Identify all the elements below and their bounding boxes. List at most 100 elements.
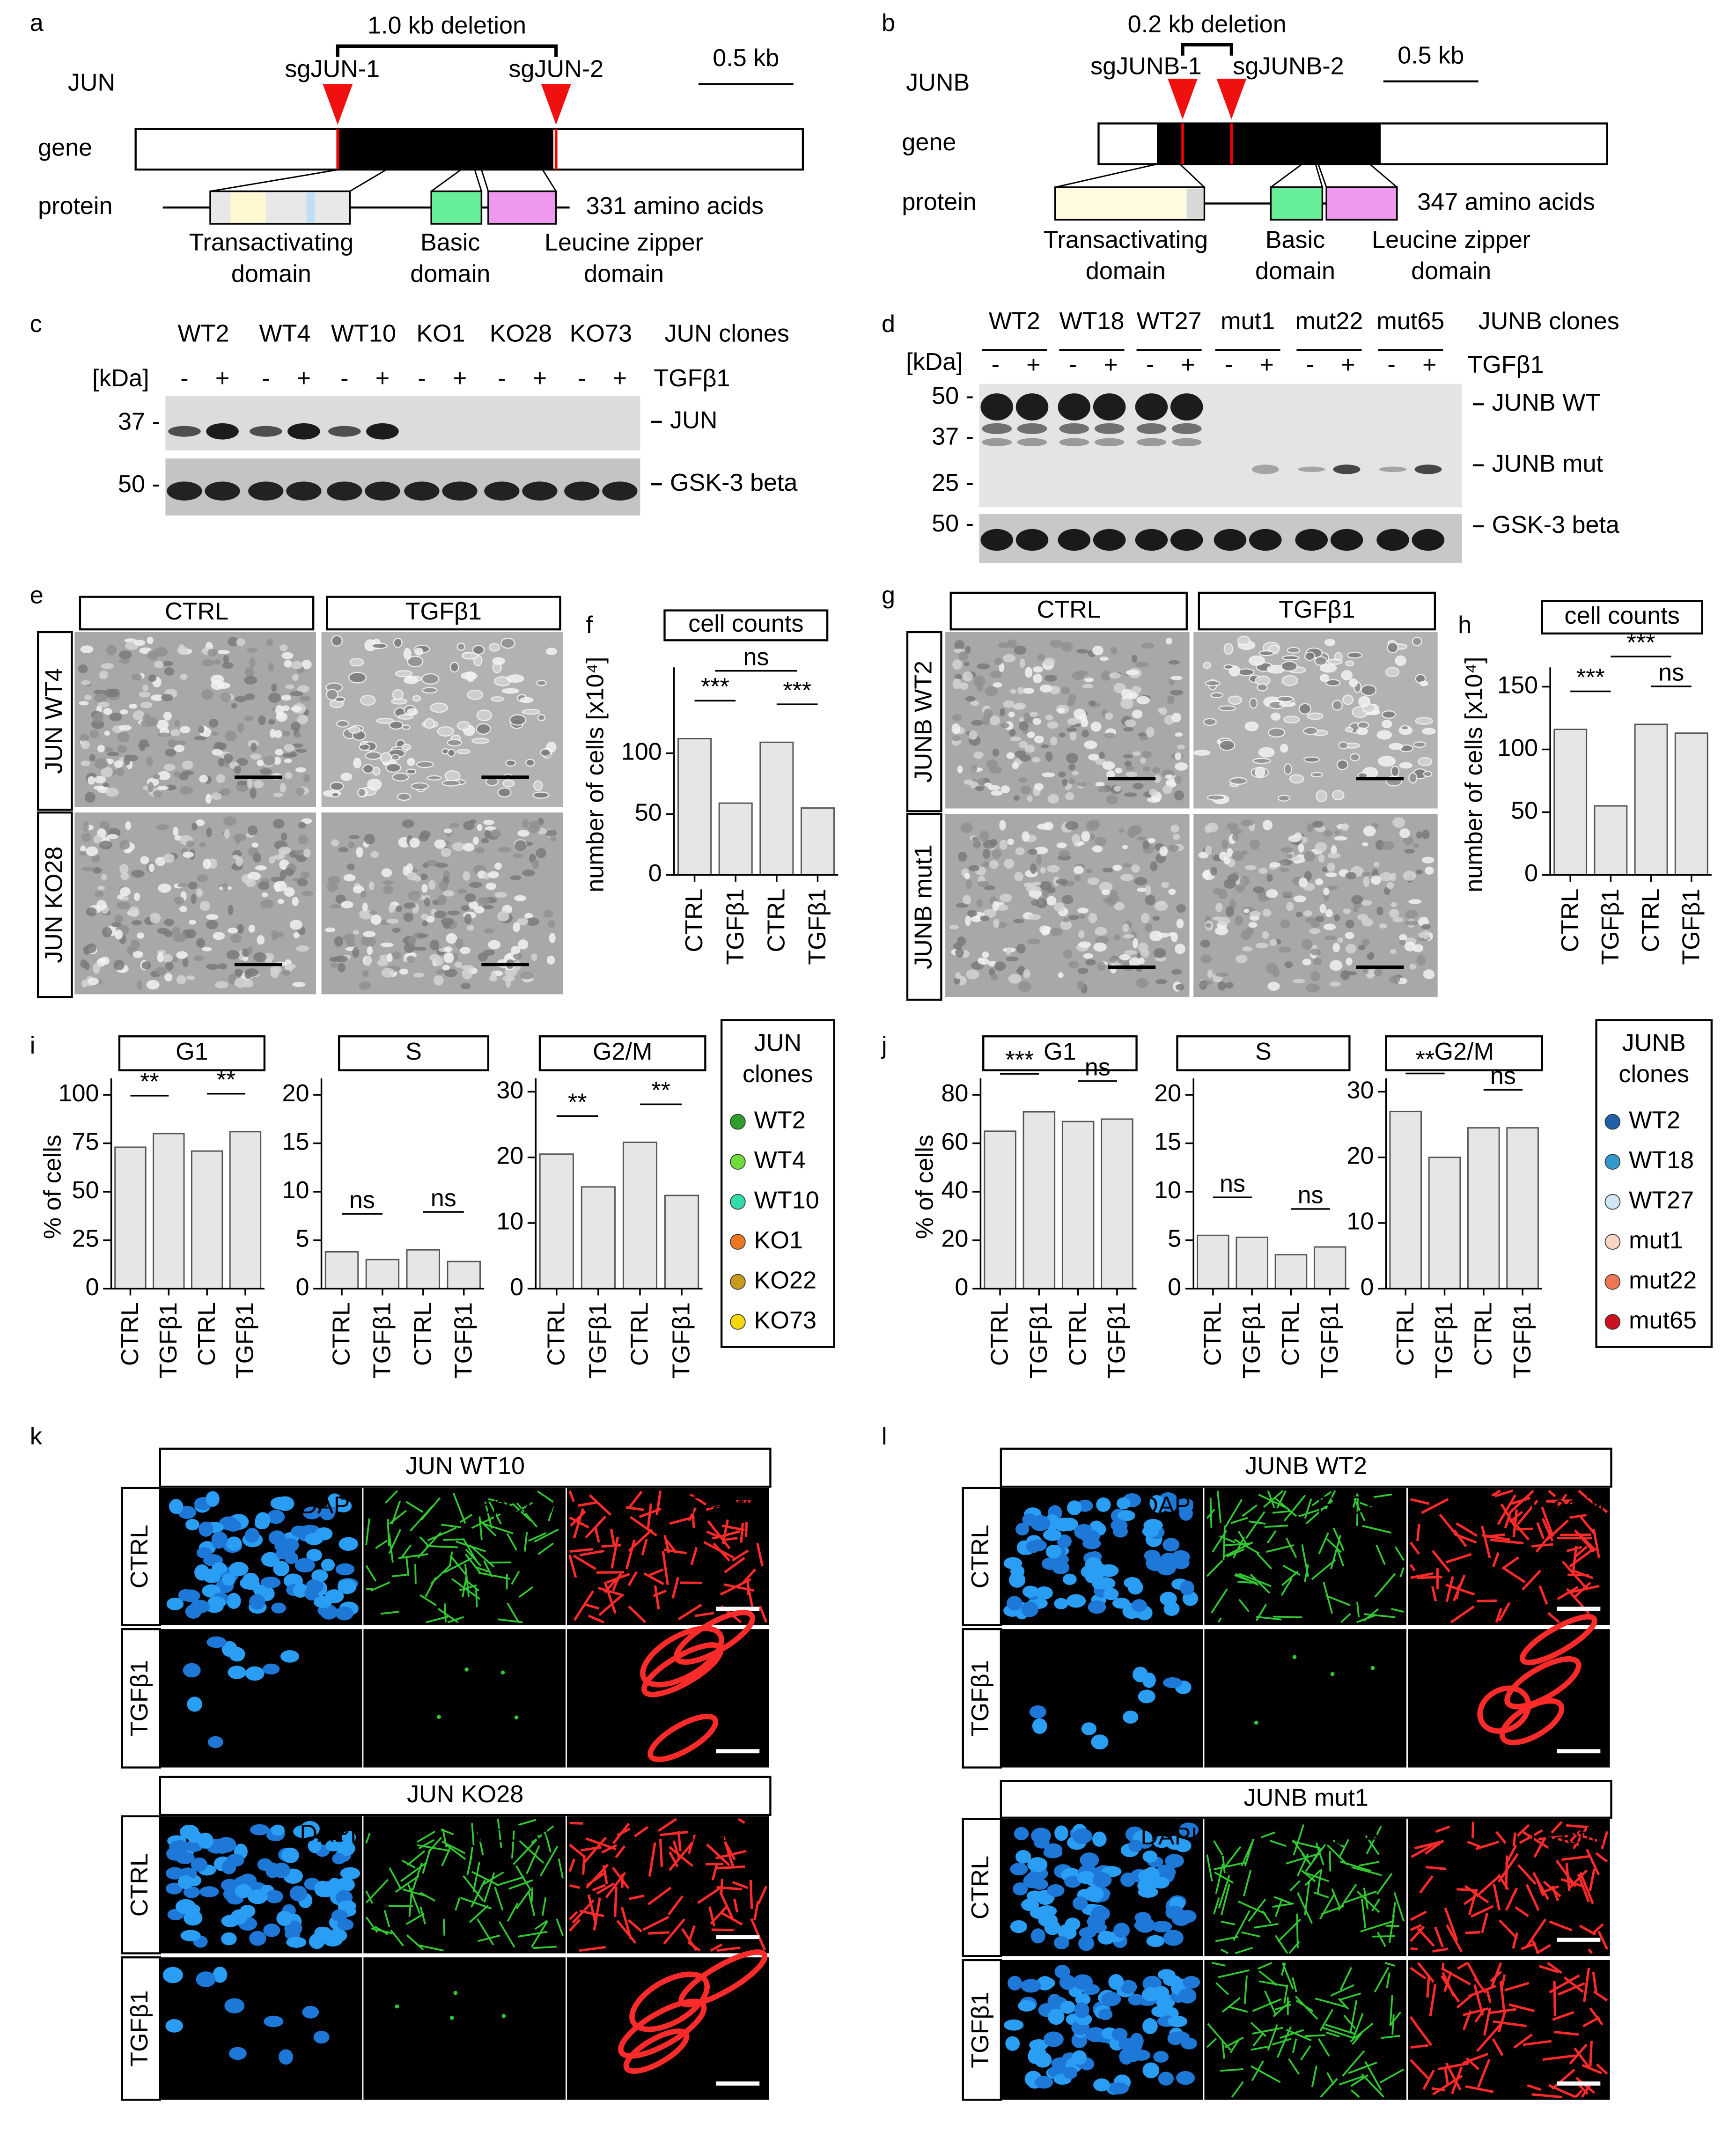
cell xyxy=(1136,978,1149,988)
significance-label: *** xyxy=(1627,629,1655,656)
membrane xyxy=(1371,1898,1381,1912)
nucleus xyxy=(213,1967,228,1983)
cell xyxy=(1049,639,1063,648)
cell xyxy=(1298,877,1308,888)
membrane xyxy=(1276,1490,1287,1509)
membrane xyxy=(1410,1947,1418,1951)
membrane xyxy=(1258,1980,1287,1987)
cell xyxy=(447,739,463,747)
membrane xyxy=(1263,1490,1284,1508)
membrane xyxy=(1331,1888,1341,1908)
cell xyxy=(295,748,307,753)
deletion-bracket xyxy=(1181,43,1233,56)
bar xyxy=(1022,1111,1056,1290)
column-header xyxy=(949,591,1188,631)
cell xyxy=(1012,762,1019,769)
membrane xyxy=(1356,1890,1380,1913)
cell xyxy=(1032,718,1041,725)
membrane xyxy=(1274,1935,1288,1954)
cell xyxy=(1044,657,1055,666)
membrane xyxy=(481,1871,504,1886)
membrane xyxy=(1522,1570,1542,1591)
cell xyxy=(1277,795,1290,802)
nucleus xyxy=(302,2006,319,2019)
x-tick-label: CTRL xyxy=(1064,1302,1091,1366)
cell xyxy=(1326,885,1338,891)
membrane xyxy=(1417,1962,1435,1983)
cell xyxy=(81,740,90,750)
cell xyxy=(126,754,138,762)
domain-label: domain xyxy=(584,260,664,288)
membrane xyxy=(1512,1832,1517,1847)
cell xyxy=(1237,635,1251,646)
cell xyxy=(462,652,479,660)
cell xyxy=(531,953,537,961)
membrane xyxy=(365,1565,377,1582)
legend-label: WT2 xyxy=(1629,1106,1680,1134)
cell xyxy=(157,732,171,737)
nucleus xyxy=(1029,1705,1046,1718)
cell xyxy=(1345,727,1353,732)
cell xyxy=(955,674,962,680)
cell xyxy=(89,754,96,762)
membrane xyxy=(512,1503,531,1521)
cell xyxy=(292,674,299,681)
y-tick-label: 20 xyxy=(1154,1080,1181,1107)
cell xyxy=(251,842,259,848)
membrane xyxy=(498,1921,515,1948)
membrane xyxy=(530,1887,534,1902)
connector xyxy=(542,169,557,192)
membrane xyxy=(1373,1493,1392,1498)
cell xyxy=(1282,891,1293,897)
cell xyxy=(1255,943,1269,949)
cell xyxy=(1246,927,1254,935)
membrane xyxy=(1505,1887,1518,1911)
cell xyxy=(271,683,277,692)
membrane xyxy=(668,1851,679,1867)
membrane xyxy=(541,1897,547,1916)
cell xyxy=(174,896,184,905)
cell xyxy=(1133,782,1144,789)
cell xyxy=(182,770,194,775)
nucleus xyxy=(1171,1550,1190,1564)
cell xyxy=(1125,719,1136,727)
cell xyxy=(1324,935,1337,941)
cell xyxy=(1018,981,1031,992)
cell xyxy=(1382,720,1392,729)
cell xyxy=(444,968,457,977)
cell xyxy=(990,671,1002,678)
cell xyxy=(124,848,132,854)
membrane xyxy=(588,1494,612,1516)
membrane xyxy=(389,1867,402,1889)
y-tick-label: 10 xyxy=(496,1208,523,1235)
cell xyxy=(1225,982,1234,989)
cell xyxy=(1422,728,1436,735)
cell xyxy=(228,905,234,915)
nucleus xyxy=(1138,1689,1155,1703)
membrane xyxy=(1598,1505,1608,1513)
membrane xyxy=(1500,1974,1506,1991)
nucleus xyxy=(165,2019,184,2033)
kda-marker: 50 - xyxy=(932,383,974,410)
membrane xyxy=(1411,1841,1439,1858)
membrane xyxy=(573,1555,597,1571)
cell xyxy=(548,920,555,928)
band xyxy=(442,481,478,501)
membrane xyxy=(1410,1498,1430,1505)
cell xyxy=(442,965,450,971)
membrane xyxy=(596,1882,615,1895)
sign-label: - xyxy=(1306,351,1314,378)
cell xyxy=(157,771,171,781)
cell xyxy=(957,765,963,774)
cell xyxy=(1214,926,1228,936)
cell xyxy=(1069,731,1077,741)
cell xyxy=(996,904,1008,911)
nucleus xyxy=(1165,1854,1184,1868)
cell xyxy=(1265,889,1278,898)
block-title-box xyxy=(1000,1780,1612,1819)
membrane xyxy=(681,1928,698,1952)
cell xyxy=(528,825,540,833)
cell xyxy=(193,736,207,740)
legend-title: clones xyxy=(1618,1061,1689,1088)
